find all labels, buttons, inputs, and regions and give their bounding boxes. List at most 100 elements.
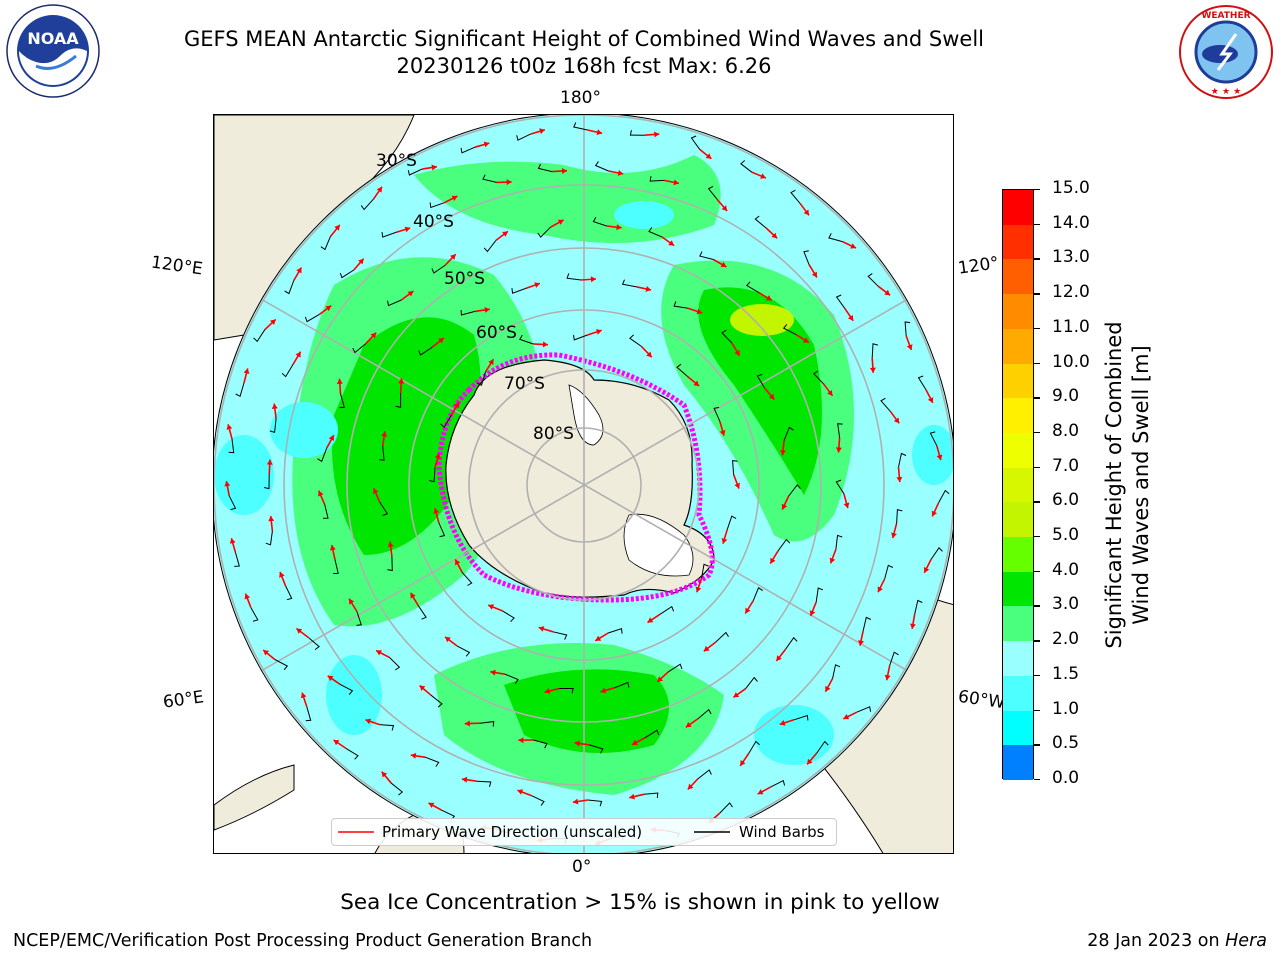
colorbar-tick-label: 2.0 xyxy=(1052,629,1080,650)
colorbar-tick-label: 12.0 xyxy=(1052,282,1090,303)
wind-barb xyxy=(235,382,245,398)
wave-arrow-head xyxy=(329,545,336,551)
wave-arrow-head xyxy=(398,378,405,384)
wind-barb xyxy=(379,501,389,516)
wave-arrow-head xyxy=(224,481,231,487)
wave-arrow-head xyxy=(931,510,938,517)
wind-barb xyxy=(614,681,630,689)
wave-arrow-head xyxy=(268,516,275,522)
wave-arrow-head xyxy=(745,607,751,614)
wind-barb xyxy=(531,795,545,806)
wind-barb xyxy=(608,628,623,634)
wind-barb xyxy=(460,146,476,154)
wind-barb xyxy=(699,251,714,260)
wave-arrow-head xyxy=(433,508,440,514)
colorbar-tick-mark xyxy=(1034,501,1040,503)
wind-barb xyxy=(504,673,519,684)
sea-ice-edge xyxy=(436,352,715,603)
wind-barb xyxy=(676,363,688,377)
colorbar-tick-mark xyxy=(1034,466,1040,469)
chart-subtitle: 20230126 t00z 168h fcst Max: 6.26 xyxy=(396,54,772,78)
wave-arrow-head xyxy=(740,760,746,766)
wind-barb xyxy=(228,438,235,454)
wave-arrow-head xyxy=(695,586,702,593)
colorbar-tick-label: 1.0 xyxy=(1052,698,1080,719)
colorbar-cell xyxy=(1003,294,1033,330)
wind-barb xyxy=(589,744,604,754)
parallel-label-70s: 70°S xyxy=(504,374,545,394)
wave-arrow-head xyxy=(734,482,740,489)
wind-barb xyxy=(234,552,240,567)
wind-barb xyxy=(788,484,801,497)
wave-direction-legend-line xyxy=(338,831,374,833)
wind-barb xyxy=(269,418,277,434)
colorbar-tick-mark xyxy=(1034,293,1040,295)
wind-barb xyxy=(929,431,938,446)
wave-arrow-head xyxy=(464,720,470,727)
wave-arrow-head xyxy=(646,351,652,358)
wind-barb xyxy=(228,495,237,511)
wind-barb xyxy=(417,605,427,620)
colorbar xyxy=(1002,189,1034,781)
wind-barb xyxy=(253,329,266,343)
wind-barb xyxy=(265,530,273,546)
wave-arrow-head xyxy=(590,276,596,283)
wind-barb xyxy=(594,161,609,172)
wave-arrow-head xyxy=(617,170,624,176)
wave-arrow-head xyxy=(572,798,579,805)
wave-arrow-head xyxy=(891,532,897,539)
colorbar-tick-mark xyxy=(1034,779,1040,781)
meridian-label-120e: 120°E xyxy=(149,252,204,280)
wave-arrow-head xyxy=(407,291,414,297)
wind-barb xyxy=(643,792,659,798)
wave-arrow-head xyxy=(502,231,508,237)
wave-arrow-head xyxy=(484,307,490,313)
wave-arrow-head xyxy=(295,351,301,358)
wave-arrow-head xyxy=(263,650,269,656)
wind-barb xyxy=(938,489,950,504)
wind-barb xyxy=(379,724,395,731)
wave-arrow-head xyxy=(365,718,372,725)
wave-arrow-head xyxy=(687,783,694,790)
nws-logo: WEATHER ★ ★ ★ xyxy=(1178,4,1274,100)
colorbar-cell xyxy=(1003,710,1033,746)
colorbar-cell xyxy=(1003,502,1033,538)
colorbar-tick-label: 8.0 xyxy=(1052,420,1080,441)
noaa-logo: NOAA xyxy=(6,4,100,98)
wave-arrow-head xyxy=(445,636,451,643)
wave-arrow-head xyxy=(721,538,728,544)
wind-barb xyxy=(284,280,295,295)
svg-text:WEATHER: WEATHER xyxy=(1201,11,1250,21)
colorbar-cell xyxy=(1003,675,1033,712)
wave-arrow-head xyxy=(893,417,900,424)
wave-arrow-head xyxy=(596,129,603,136)
wave-arrow-head xyxy=(419,685,426,691)
wind-barb xyxy=(460,309,476,316)
wave-arrow-head xyxy=(300,692,307,699)
wind-barb xyxy=(898,452,907,468)
wind-barb xyxy=(425,756,440,767)
wave-arrow-head xyxy=(645,286,652,292)
wave-arrow-head xyxy=(807,758,813,765)
parallel-label-30s: 30°S xyxy=(376,151,417,171)
wave-arrow-head xyxy=(539,128,545,135)
wave-arrow-head xyxy=(803,209,809,216)
wind-barb xyxy=(263,474,270,490)
wind-barb xyxy=(387,299,402,307)
colorbar-tick-mark xyxy=(1034,640,1040,642)
wind-barb xyxy=(573,334,588,341)
footer-machine: Hera xyxy=(1225,931,1267,951)
wave-arrow-head xyxy=(328,435,334,441)
wave-arrow-head xyxy=(771,232,778,239)
wave-arrow-head xyxy=(600,687,607,694)
colorbar-tick-label: 4.0 xyxy=(1052,559,1080,580)
wave-arrow-head xyxy=(483,141,490,148)
wind-barb xyxy=(566,273,582,281)
colorbar-cell xyxy=(1003,745,1033,781)
wave-arrow-head xyxy=(685,721,692,728)
colorbar-tick-mark xyxy=(1034,189,1040,191)
wind-barb xyxy=(752,587,763,601)
wave-arrow-head xyxy=(843,714,850,720)
wind-barb xyxy=(250,607,259,622)
wind-barb xyxy=(782,324,797,336)
